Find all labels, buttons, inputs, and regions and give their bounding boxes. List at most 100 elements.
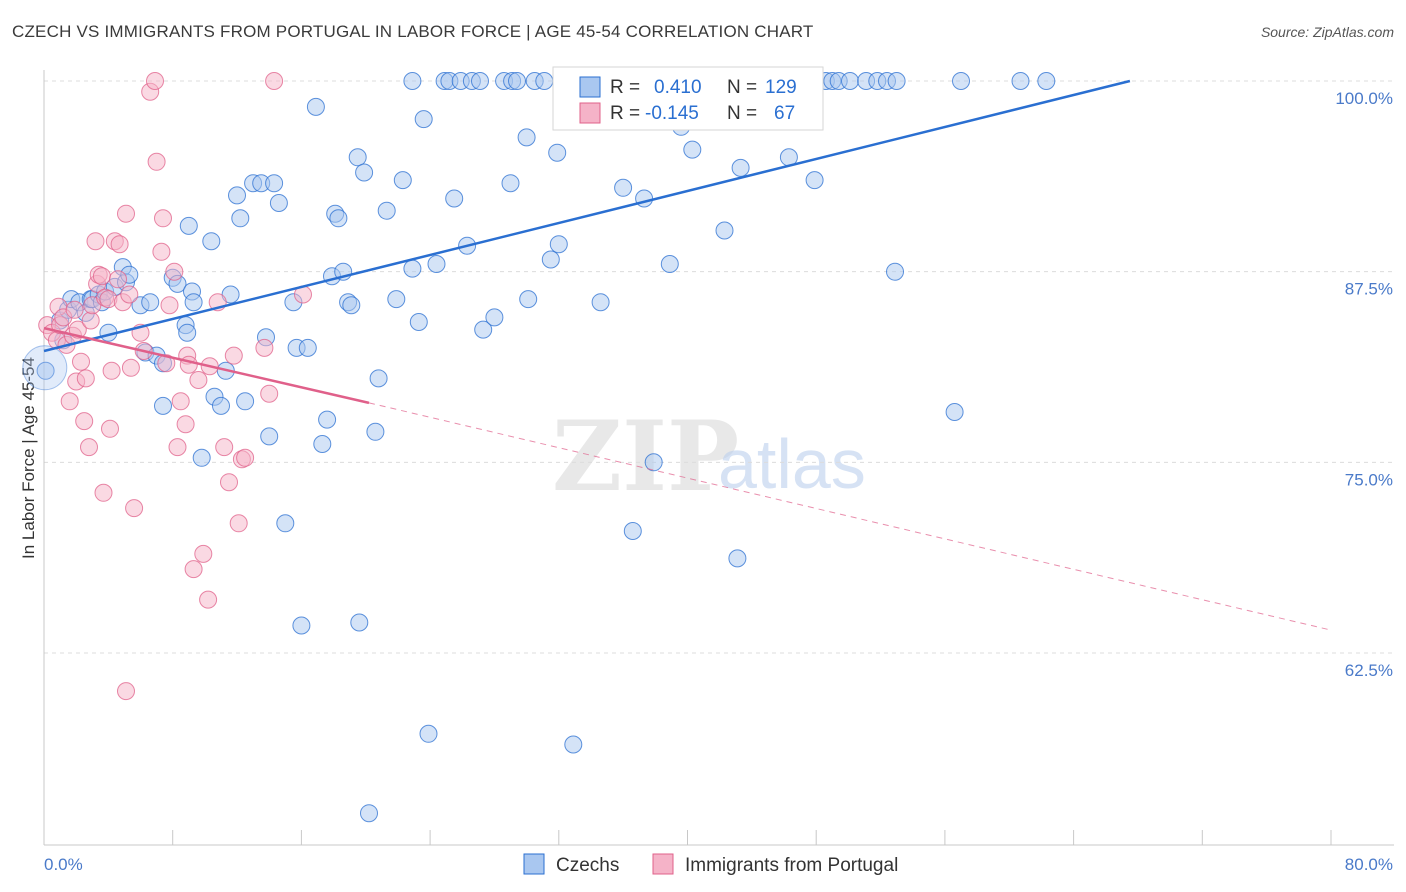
portugal-point (121, 358, 140, 377)
czech-point (414, 110, 433, 129)
portugal-point (147, 152, 166, 171)
czech-point (548, 143, 567, 162)
czech-point (409, 313, 428, 331)
czech-point (623, 522, 642, 540)
legend-czech-swatch[interactable] (523, 853, 545, 875)
czech-point (350, 613, 369, 632)
czech-point (377, 201, 396, 220)
watermark: ZIP atlas (552, 400, 866, 513)
portugal-point (189, 371, 208, 389)
czech-point (887, 72, 906, 90)
series-portugal (38, 72, 312, 701)
czech-point (276, 514, 295, 533)
legend-portugal-swatch[interactable] (652, 853, 674, 875)
czech-point (184, 293, 203, 312)
czech-point (952, 72, 970, 90)
czech-point (306, 97, 325, 116)
y-axis-title: In Labor Force | Age 45-54 (19, 357, 38, 559)
y-tick-label: 75.0% (1345, 470, 1393, 489)
czech-point (154, 396, 172, 415)
stats-portugal-n-value: 67 (774, 103, 795, 124)
stats-portugal-r-label: R = (610, 103, 640, 124)
czech-point (508, 72, 526, 90)
czech-point (228, 186, 246, 205)
portugal-point (160, 296, 179, 315)
portugal-point (117, 204, 135, 223)
stats-czech-n-value: 129 (765, 77, 797, 98)
portugal-point (176, 415, 195, 434)
czech-point (541, 250, 560, 269)
portugal-point (265, 72, 284, 90)
czech-point (683, 140, 702, 159)
portugal-point (184, 560, 203, 579)
czech-point (231, 209, 250, 228)
portugal-point (101, 419, 119, 438)
czech-point (265, 174, 284, 193)
czech-cluster-point (22, 345, 68, 391)
watermark-atlas: atlas (718, 425, 866, 503)
portugal-point (224, 346, 243, 365)
portugal-point (110, 235, 129, 254)
czech-point (202, 232, 221, 251)
y-tick-label: 87.5% (1345, 280, 1393, 299)
portugal-point (171, 392, 190, 411)
portugal-point (102, 361, 121, 380)
czech-point (141, 293, 160, 312)
czech-point (485, 308, 504, 327)
czech-point (318, 410, 337, 429)
czech-point (886, 262, 904, 281)
portugal-point (165, 262, 184, 281)
watermark-zip: ZIP (552, 400, 739, 513)
portugal-point (109, 270, 127, 289)
series-czechs (22, 72, 1056, 823)
legend-czech-label[interactable]: Czechs (556, 855, 619, 876)
czech-point (728, 549, 747, 568)
portugal-point (117, 682, 135, 701)
czech-point (329, 209, 348, 228)
legend-portugal-label[interactable]: Immigrants from Portugal (685, 855, 898, 876)
czech-point (260, 427, 279, 446)
portugal-trend-line (43, 326, 370, 405)
portugal-point (154, 209, 172, 228)
czech-point (564, 735, 583, 754)
chart-title: CZECH VS IMMIGRANTS FROM PORTUGAL IN LAB… (12, 22, 814, 41)
czech-point (313, 435, 332, 453)
portugal-point (76, 369, 95, 388)
czech-point (393, 171, 412, 190)
czech-point (591, 293, 610, 312)
czech-point (644, 453, 663, 472)
czech-point (731, 158, 750, 177)
stats-portugal-swatch (579, 102, 601, 124)
czech-point (36, 361, 55, 380)
czech-point (549, 235, 568, 254)
portugal-point (215, 438, 234, 457)
portugal-point (120, 285, 139, 304)
portugal-point (260, 384, 279, 403)
czech-point (269, 194, 288, 212)
portugal-point (229, 514, 248, 533)
portugal-point (65, 300, 84, 319)
portugal-point (255, 338, 274, 357)
czech-point (445, 189, 464, 208)
czech-point (805, 171, 824, 190)
czech-point (474, 320, 493, 339)
czech-point (403, 259, 422, 278)
czech-point (178, 323, 197, 342)
czech-point (945, 403, 964, 421)
y-tick-label: 62.5% (1345, 661, 1393, 680)
czech-point (298, 338, 317, 357)
x-tick-label-max: 80.0% (1345, 855, 1393, 874)
czech-point (360, 804, 378, 823)
portugal-point (80, 438, 98, 457)
czech-point (342, 296, 361, 315)
portugal-point (194, 544, 213, 563)
czech-point (179, 216, 198, 235)
czech-point (366, 422, 385, 441)
czech-point (427, 255, 446, 273)
czech-point (369, 369, 388, 388)
portugal-point (146, 72, 164, 90)
portugal-point (179, 355, 198, 374)
x-tick-label-min: 0.0% (44, 855, 83, 874)
portugal-point (60, 392, 79, 411)
